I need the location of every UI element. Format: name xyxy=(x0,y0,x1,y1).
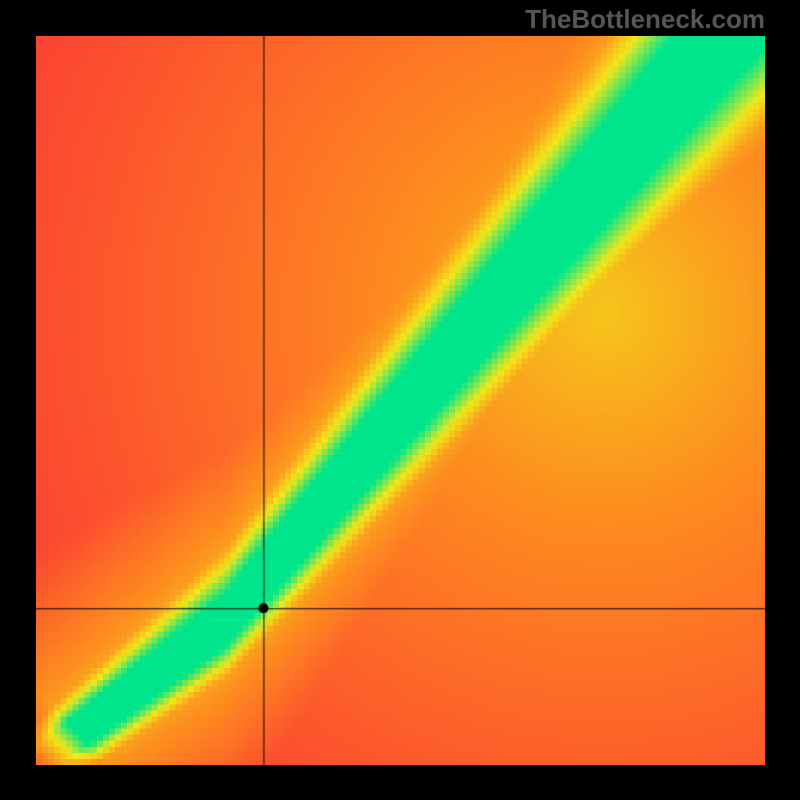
bottleneck-heatmap xyxy=(36,36,765,765)
watermark-text: TheBottleneck.com xyxy=(525,4,765,35)
